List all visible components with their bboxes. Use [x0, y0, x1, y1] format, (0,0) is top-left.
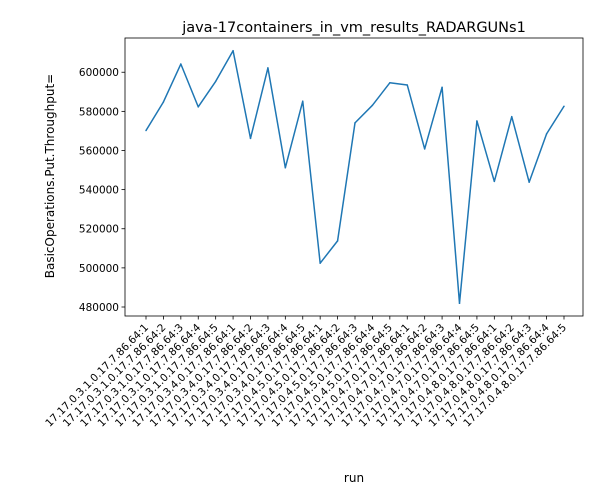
data-point	[145, 129, 147, 132]
data-point	[197, 106, 199, 108]
x-axis-label: run	[344, 471, 364, 485]
data-point	[336, 240, 339, 242]
y-tick-label: 480000	[79, 302, 119, 314]
data-point	[528, 181, 530, 183]
data-point	[302, 100, 304, 102]
data-point	[284, 166, 287, 169]
y-tick-label: 540000	[79, 185, 119, 197]
plot-area: 480000 500000 520000 540000 560000 580000 6000…	[43, 37, 584, 429]
chart-title: java-17containers_in_vm_results_RADARGUN…	[181, 20, 526, 36]
data-point	[458, 302, 461, 305]
data-point	[563, 105, 565, 108]
data-point	[511, 115, 513, 118]
data-point	[354, 122, 356, 124]
data-point	[423, 148, 426, 150]
y-tick-label: 500000	[79, 263, 119, 275]
data-point	[371, 104, 374, 107]
data-point	[545, 133, 548, 135]
data-point	[493, 180, 496, 183]
plot-frame	[124, 37, 584, 317]
data-point	[162, 101, 165, 103]
series-line	[145, 49, 565, 305]
y-tick-label: 560000	[79, 145, 119, 157]
data-point	[249, 137, 252, 140]
data-point	[319, 262, 321, 264]
y-tick-label: 600000	[79, 67, 119, 79]
data-point	[389, 82, 391, 84]
y-tick-label: 580000	[79, 106, 119, 118]
data-point	[476, 120, 478, 122]
data-point	[214, 80, 217, 83]
y-tick-label: 520000	[79, 224, 119, 236]
data-point	[267, 67, 269, 69]
data-point	[180, 63, 182, 65]
y-axis-label: BasicOperations.Put.Throughput=	[43, 74, 57, 278]
data-point	[406, 84, 408, 86]
data-point	[232, 49, 234, 52]
data-point	[441, 86, 443, 89]
